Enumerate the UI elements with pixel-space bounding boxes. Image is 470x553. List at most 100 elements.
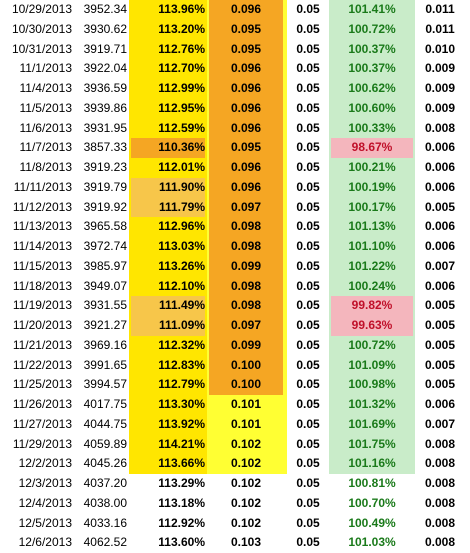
ratio-cell[interactable]: 101.75% xyxy=(348,436,396,451)
price-cell[interactable]: 3969.16 xyxy=(83,337,127,352)
ratio-cell[interactable]: 101.16% xyxy=(348,456,396,471)
last-value-cell[interactable]: 0.010 xyxy=(424,41,456,56)
rate-cell[interactable]: 0.05 xyxy=(296,160,320,174)
value-cell[interactable]: 0.095 xyxy=(209,138,283,158)
date-cell[interactable]: 11/22/2013 xyxy=(12,357,72,372)
ratio-cell[interactable]: 100.37% xyxy=(348,61,396,76)
last-value-cell[interactable]: 0.008 xyxy=(424,120,456,135)
last-value-cell[interactable]: 0.008 xyxy=(424,436,456,451)
price-cell[interactable]: 3939.86 xyxy=(83,100,127,115)
last-value-cell[interactable]: 0.005 xyxy=(424,377,456,392)
date-cell[interactable]: 11/27/2013 xyxy=(12,416,72,431)
ratio-cell[interactable]: 100.60% xyxy=(348,100,396,115)
last-value-cell[interactable]: 0.009 xyxy=(424,81,456,95)
last-value-cell[interactable]: 0.006 xyxy=(424,179,456,194)
rate-cell[interactable]: 0.05 xyxy=(296,239,320,253)
ratio-cell[interactable]: 100.19% xyxy=(348,179,396,194)
ratio-cell[interactable]: 100.81% xyxy=(348,476,396,490)
date-cell[interactable]: 12/3/2013 xyxy=(18,476,72,490)
date-cell[interactable]: 12/2/2013 xyxy=(18,456,72,471)
date-cell[interactable]: 11/1/2013 xyxy=(19,61,73,76)
last-value-cell[interactable]: 0.008 xyxy=(424,456,456,471)
last-value-cell[interactable]: 0.008 xyxy=(424,476,456,490)
price-cell[interactable]: 3994.57 xyxy=(83,377,127,392)
price-cell[interactable]: 4038.00 xyxy=(83,495,127,510)
ratio-cell[interactable]: 99.63% xyxy=(331,316,413,336)
price-cell[interactable]: 3931.55 xyxy=(83,298,127,313)
value-cell[interactable]: 0.098 xyxy=(209,276,283,297)
ratio-cell[interactable]: 100.70% xyxy=(348,495,396,510)
percent-cell[interactable]: 112.01% xyxy=(158,160,205,174)
value-cell[interactable]: 0.102 xyxy=(230,456,262,471)
value-cell[interactable]: 0.097 xyxy=(209,197,283,218)
rate-cell[interactable]: 0.05 xyxy=(296,535,320,550)
ratio-cell[interactable]: 101.09% xyxy=(348,357,396,372)
price-cell[interactable]: 3922.04 xyxy=(83,61,127,76)
value-cell[interactable]: 0.095 xyxy=(209,19,283,40)
ratio-cell[interactable]: 100.24% xyxy=(348,278,396,293)
rate-cell[interactable]: 0.05 xyxy=(296,100,320,115)
date-cell[interactable]: 10/30/2013 xyxy=(11,21,72,36)
ratio-cell[interactable]: 100.98% xyxy=(348,377,396,392)
ratio-cell[interactable]: 100.37% xyxy=(348,41,396,56)
value-cell[interactable]: 0.099 xyxy=(209,335,283,356)
rate-cell[interactable]: 0.05 xyxy=(296,515,320,530)
ratio-cell[interactable]: 100.21% xyxy=(348,160,396,174)
percent-cell[interactable]: 111.79% xyxy=(131,197,205,218)
price-cell[interactable]: 3949.07 xyxy=(83,278,127,293)
date-cell[interactable]: 11/25/2013 xyxy=(12,377,72,392)
value-cell[interactable]: 0.096 xyxy=(209,59,283,79)
ratio-cell[interactable]: 101.03% xyxy=(348,535,396,550)
price-cell[interactable]: 3857.33 xyxy=(83,140,127,155)
date-cell[interactable]: 11/5/2013 xyxy=(19,100,73,115)
rate-cell[interactable]: 0.05 xyxy=(296,219,320,234)
last-value-cell[interactable]: 0.005 xyxy=(424,298,456,313)
value-cell[interactable]: 0.096 xyxy=(209,177,283,198)
value-cell[interactable]: 0.098 xyxy=(209,237,283,257)
percent-cell[interactable]: 112.59% xyxy=(158,120,205,135)
last-value-cell[interactable]: 0.008 xyxy=(424,535,456,550)
rate-cell[interactable]: 0.05 xyxy=(296,81,320,95)
last-value-cell[interactable]: 0.005 xyxy=(424,199,456,214)
last-value-cell[interactable]: 0.006 xyxy=(424,140,456,155)
value-cell[interactable]: 0.101 xyxy=(230,397,262,411)
ratio-cell[interactable]: 101.13% xyxy=(348,219,396,234)
percent-cell[interactable]: 112.32% xyxy=(158,337,205,352)
last-value-cell[interactable]: 0.006 xyxy=(424,160,456,174)
rate-cell[interactable]: 0.05 xyxy=(296,377,320,392)
percent-cell[interactable]: 112.96% xyxy=(158,219,205,234)
last-value-cell[interactable]: 0.011 xyxy=(425,21,455,36)
value-cell[interactable]: 0.097 xyxy=(209,316,283,336)
last-value-cell[interactable]: 0.009 xyxy=(424,100,456,115)
last-value-cell[interactable]: 0.005 xyxy=(424,357,456,372)
rate-cell[interactable]: 0.05 xyxy=(296,357,320,372)
value-cell[interactable]: 0.102 xyxy=(230,515,262,530)
price-cell[interactable]: 3972.74 xyxy=(83,239,127,253)
percent-cell[interactable]: 110.36% xyxy=(131,138,205,158)
percent-cell[interactable]: 113.29% xyxy=(158,476,205,490)
rate-cell[interactable]: 0.05 xyxy=(296,298,320,313)
percent-cell[interactable]: 111.90% xyxy=(131,177,205,198)
date-cell[interactable]: 12/5/2013 xyxy=(18,515,72,530)
percent-cell[interactable]: 113.92% xyxy=(158,416,205,431)
percent-cell[interactable]: 112.76% xyxy=(158,41,205,56)
value-cell[interactable]: 0.100 xyxy=(209,355,283,376)
percent-cell[interactable]: 113.66% xyxy=(158,456,205,471)
last-value-cell[interactable]: 0.011 xyxy=(425,2,455,16)
ratio-cell[interactable]: 101.32% xyxy=(348,397,396,411)
rate-cell[interactable]: 0.05 xyxy=(296,120,320,135)
price-cell[interactable]: 4062.52 xyxy=(83,535,127,550)
price-cell[interactable]: 3919.71 xyxy=(83,41,127,56)
percent-cell[interactable]: 112.95% xyxy=(158,100,205,115)
ratio-cell[interactable]: 100.72% xyxy=(348,337,396,352)
last-value-cell[interactable]: 0.007 xyxy=(424,258,456,273)
ratio-cell[interactable]: 100.72% xyxy=(348,21,396,36)
percent-cell[interactable]: 112.79% xyxy=(158,377,205,392)
ratio-cell[interactable]: 99.82% xyxy=(331,296,413,316)
last-value-cell[interactable]: 0.006 xyxy=(424,278,456,293)
percent-cell[interactable]: 112.83% xyxy=(158,357,205,372)
value-cell[interactable]: 0.103 xyxy=(230,535,262,550)
percent-cell[interactable]: 112.99% xyxy=(158,81,205,95)
price-cell[interactable]: 4059.89 xyxy=(83,436,127,451)
value-cell[interactable]: 0.102 xyxy=(230,436,262,451)
